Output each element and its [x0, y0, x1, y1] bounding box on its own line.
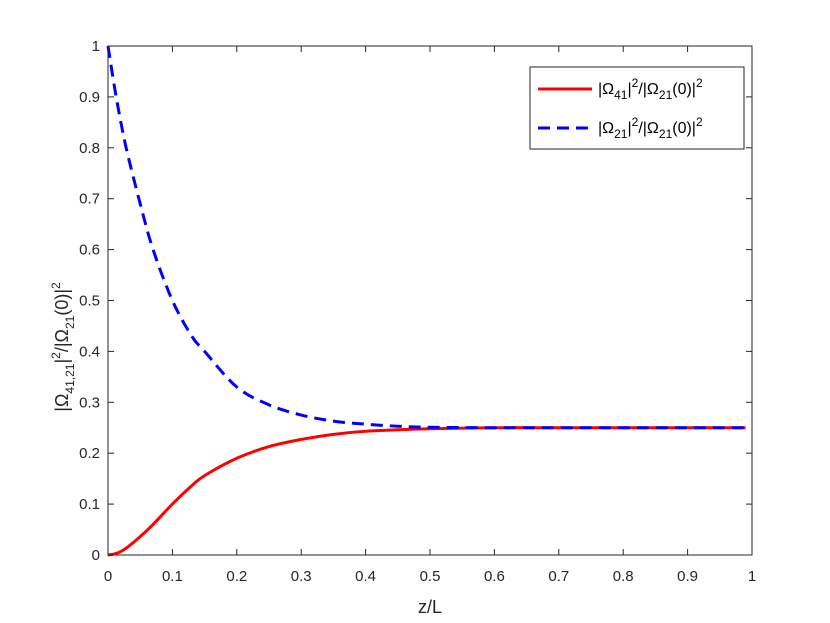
y-tick-label: 0.4 — [79, 343, 100, 360]
y-tick-label: 0.1 — [79, 496, 100, 513]
x-tick-label: 0.4 — [355, 568, 376, 585]
y-tick-label: 0.8 — [79, 140, 100, 157]
y-tick-label: 0.5 — [79, 293, 100, 310]
x-tick-label: 0.6 — [484, 568, 505, 585]
series-layer — [106, 45, 746, 557]
legend-entry-omega41: |Ω41|2/|Ω21(0)|2 — [598, 76, 703, 102]
x-tick-label: 0.7 — [548, 568, 569, 585]
x-tick-label: 0.9 — [677, 568, 698, 585]
y-tick-label: 0.2 — [79, 445, 100, 462]
legend: |Ω41|2/|Ω21(0)|2 |Ω21|2/|Ω21(0)|2 — [529, 66, 745, 150]
x-axis-label: z/L — [418, 597, 442, 617]
x-tick-label: 0.2 — [226, 568, 247, 585]
x-tick-label: 0 — [104, 568, 112, 585]
ticks-layer: 0 0.1 0.2 0.3 0.4 0.5 0.6 0.7 0.8 0.9 1 0 0.1 0.2 0.3 0… — [79, 38, 756, 585]
y-tick-label: 0.3 — [79, 394, 100, 411]
y-tick-label: 0.6 — [79, 242, 100, 259]
x-tick-label: 1 — [748, 568, 756, 585]
legend-entry-omega21: |Ω21|2/|Ω21(0)|2 — [598, 115, 703, 141]
y-tick-label: 0.9 — [79, 89, 100, 106]
y-tick-label: 0 — [92, 547, 100, 564]
y-tick-label: 0.7 — [79, 191, 100, 208]
y-tick-label: 1 — [92, 38, 100, 55]
x-tick-label: 0.3 — [291, 568, 312, 585]
y-axis-label: |Ω41,21|2/|Ω21(0)|2 — [49, 282, 77, 412]
x-tick-label: 0.5 — [420, 568, 441, 585]
x-tick-label: 0.1 — [162, 568, 183, 585]
x-tick-label: 0.8 — [613, 568, 634, 585]
legend-box — [529, 66, 745, 150]
series-line-omega21 — [106, 45, 746, 430]
